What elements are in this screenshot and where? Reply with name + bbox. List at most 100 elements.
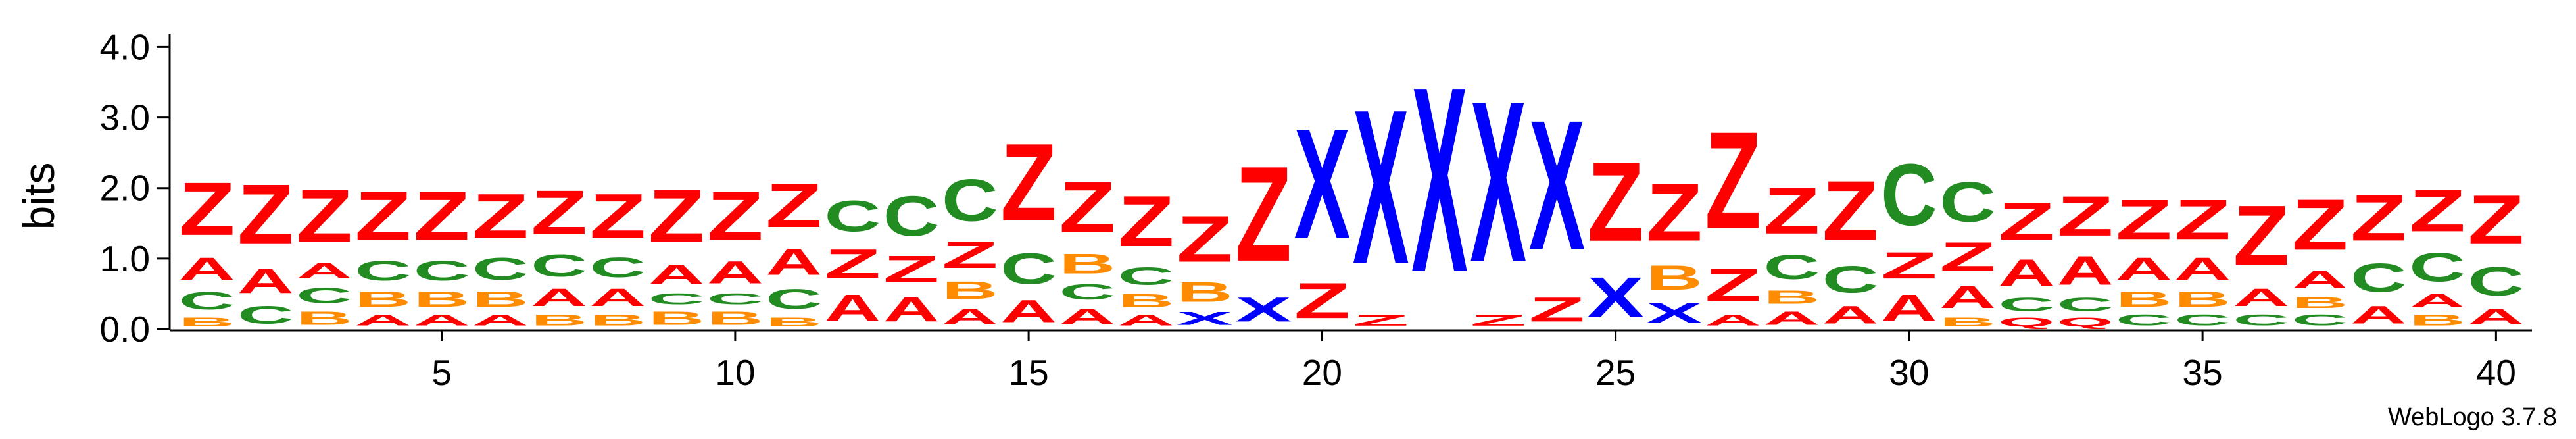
logo-glyph: Z bbox=[1000, 120, 1057, 244]
x-tick-label: 35 bbox=[2183, 352, 2223, 393]
logo-glyph: Z bbox=[1764, 174, 1820, 247]
logo-glyph: A bbox=[2233, 283, 2290, 311]
logo-glyph: Z bbox=[590, 181, 646, 251]
logo-glyph: Z bbox=[1999, 192, 2055, 251]
logo-glyph: Z bbox=[2174, 188, 2231, 251]
x-tick-label: 20 bbox=[1302, 352, 1342, 393]
x-tick-label: 30 bbox=[1889, 352, 1929, 393]
logo-glyph: Z bbox=[1353, 311, 1409, 329]
logo-glyph: C bbox=[2174, 311, 2231, 329]
logo-glyph: Z bbox=[1822, 163, 1879, 259]
logo-glyph: Z bbox=[531, 178, 587, 248]
logo-glyph: Z bbox=[1529, 290, 1586, 329]
logo-glyph: B bbox=[179, 315, 235, 329]
logo-glyph: Z bbox=[2057, 184, 2114, 247]
logo-glyph: Z bbox=[2233, 188, 2290, 283]
logo-glyph: Z bbox=[1235, 139, 1292, 290]
logo-glyph: C bbox=[766, 283, 822, 315]
logo-glyph: A bbox=[1822, 301, 1879, 329]
logo-glyph: B bbox=[648, 308, 705, 329]
logo-glyph: C bbox=[2292, 311, 2348, 329]
logo-glyph: A bbox=[2350, 301, 2407, 329]
logo-glyph: A bbox=[531, 283, 587, 311]
logo-glyph: Z bbox=[1470, 311, 1526, 329]
logo-glyph: C bbox=[296, 284, 352, 308]
x-tick-label: 25 bbox=[1595, 352, 1636, 393]
logo-glyph: Z bbox=[942, 234, 998, 276]
logo-glyph: C bbox=[531, 248, 587, 283]
logo-glyph: Z bbox=[825, 241, 881, 286]
logo-glyph: C bbox=[1059, 280, 1116, 304]
logo-glyph: Z bbox=[296, 174, 352, 259]
logo-glyph: Z bbox=[2409, 178, 2466, 245]
logo-glyph: Z bbox=[1646, 167, 1703, 259]
logo-glyph: A bbox=[2116, 251, 2172, 286]
logo-glyph: Z bbox=[1939, 234, 1996, 279]
logo-glyph: C bbox=[1118, 262, 1175, 290]
logo-glyph: A bbox=[237, 263, 294, 301]
logo-glyph: A bbox=[2292, 265, 2348, 294]
logo-glyph: Z bbox=[883, 247, 940, 290]
logo-glyph: B bbox=[1059, 247, 1116, 279]
logo-glyph: B bbox=[942, 276, 998, 304]
logo-glyph: C bbox=[1999, 294, 2055, 315]
logo-glyph: A bbox=[1059, 305, 1116, 329]
logo-glyph: X bbox=[1588, 266, 1644, 329]
logo-glyph: B bbox=[531, 311, 587, 329]
logo-glyph: Z bbox=[414, 178, 470, 255]
logo-glyph: X bbox=[1177, 308, 1233, 329]
logo-glyph: X bbox=[1411, 32, 1468, 328]
logo-glyph: A bbox=[1881, 287, 1937, 329]
logo-glyph: Z bbox=[237, 167, 294, 262]
logo-glyph: C bbox=[1000, 245, 1057, 294]
logo-glyph: A bbox=[1764, 308, 1820, 329]
logo-glyph: B bbox=[590, 311, 646, 329]
logo-glyph: C bbox=[355, 255, 412, 286]
logo-glyph: Z bbox=[1294, 272, 1351, 328]
logo-glyph: X bbox=[1294, 95, 1351, 272]
logo-glyph: B bbox=[355, 287, 412, 311]
logo-glyph: C bbox=[2233, 311, 2290, 329]
logo-glyph: C bbox=[883, 184, 940, 247]
logo-glyph: B bbox=[2116, 287, 2172, 311]
logo-glyph: C bbox=[237, 301, 294, 329]
logo-glyph: B bbox=[766, 315, 822, 329]
logo-glyph: X bbox=[1235, 290, 1292, 329]
logo-glyph: A bbox=[1939, 280, 1996, 315]
logo-glyph: B bbox=[1177, 276, 1233, 307]
logo-glyph: A bbox=[179, 251, 235, 286]
logo-glyph: A bbox=[707, 255, 764, 290]
logo-glyph: Z bbox=[1705, 258, 1761, 311]
y-tick-label: 1.0 bbox=[100, 238, 150, 279]
logo-glyph: Z bbox=[2116, 188, 2172, 251]
logo-glyph: B bbox=[414, 287, 470, 311]
y-tick-label: 4.0 bbox=[100, 26, 150, 67]
logo-glyph: C bbox=[2057, 294, 2114, 315]
logo-glyph: A bbox=[472, 311, 529, 329]
logo-glyph: C bbox=[825, 192, 881, 241]
logo-glyph: X bbox=[1646, 297, 1703, 329]
logo-glyph: A bbox=[2057, 248, 2114, 294]
logo-glyph: A bbox=[648, 259, 705, 290]
logo-glyph: A bbox=[1705, 311, 1761, 329]
logo-glyph: Z bbox=[2292, 184, 2348, 265]
y-tick-label: 3.0 bbox=[100, 97, 150, 138]
logo-glyph: Z bbox=[1177, 202, 1233, 276]
y-tick-label: 2.0 bbox=[100, 168, 150, 209]
logo-glyph: B bbox=[2174, 287, 2231, 311]
logo-glyph: A bbox=[590, 283, 646, 311]
logo-glyph: C bbox=[2350, 255, 2407, 301]
logo-glyph: C bbox=[1939, 170, 1996, 233]
logo-glyph: A bbox=[2174, 251, 2231, 286]
logo-glyph: B bbox=[2292, 294, 2348, 312]
logo-glyph: A bbox=[825, 287, 881, 329]
footer-version: WebLogo 3.7.8 bbox=[2388, 403, 2557, 431]
logo-glyph: B bbox=[1764, 287, 1820, 308]
logo-glyph: Z bbox=[1881, 244, 1937, 286]
logo-glyph: Z bbox=[648, 174, 705, 259]
logo-glyph: Q bbox=[1999, 315, 2055, 329]
logo-glyph: Z bbox=[2350, 181, 2407, 255]
logo-glyph: C bbox=[179, 286, 235, 315]
x-tick-label: 15 bbox=[1009, 352, 1049, 393]
